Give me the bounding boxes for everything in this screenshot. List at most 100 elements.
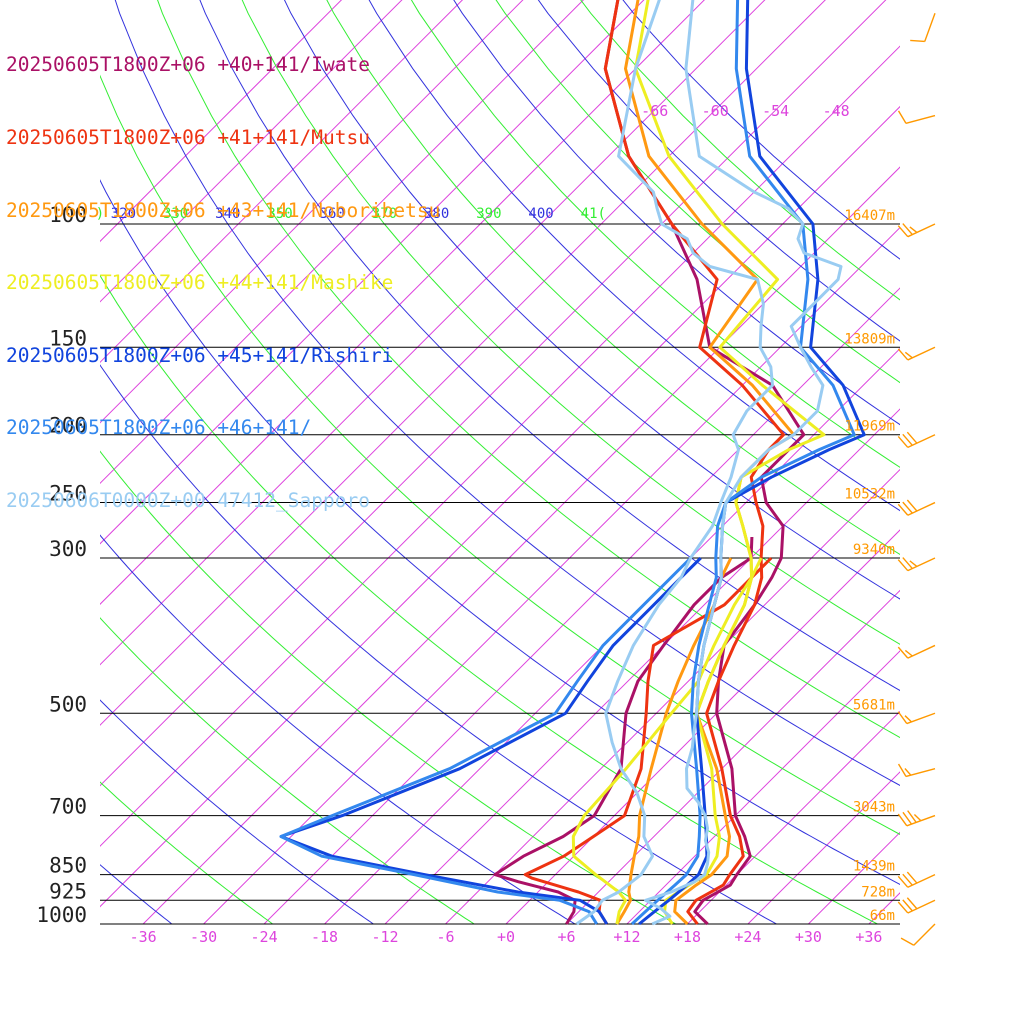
sounding-line: [523, 556, 773, 925]
pressure-tick-label: 925: [49, 879, 87, 903]
temperature-tick-label: +24: [734, 928, 761, 946]
isotherm-line: [100, 0, 403, 303]
temperature-tick-label: -24: [251, 928, 278, 946]
wind-barb-feather: [897, 348, 909, 361]
temperature-tick-label: -60: [702, 102, 729, 120]
isotherm-line: [445, 468, 900, 924]
wind-barb-feather: [897, 763, 907, 777]
legend-entry: 20250605T1800Z+06 +45+141/Rishiri: [6, 343, 394, 367]
wind-barb: [897, 431, 936, 449]
wind-barb-shaft: [907, 557, 936, 572]
wind-barb-feather: [904, 768, 912, 776]
height-label: 9340m: [853, 542, 895, 558]
temperature-tick-label: -6: [436, 928, 454, 946]
wind-barb-shaft: [907, 873, 936, 888]
wind-barb-feather: [902, 501, 913, 514]
pressure-tick-label: 100: [49, 203, 87, 227]
theta-curve: [368, 0, 900, 512]
legend: 20250605T1800Z+06 +40+141/Iwate 20250605…: [6, 5, 440, 537]
temperature-tick-label: -18: [311, 928, 338, 946]
theta-label: 360: [320, 206, 345, 222]
wind-barb-feather: [904, 649, 913, 657]
theta-label: 400: [528, 206, 553, 222]
wind-barb-feather: [906, 499, 918, 512]
wind-barb-feather: [910, 39, 925, 43]
pressure-tick-label: 850: [49, 854, 87, 878]
wind-barb-feather: [902, 557, 913, 570]
theta-label: 340: [215, 206, 240, 222]
wind-barb-feather: [897, 225, 909, 238]
theta-curve: [453, 0, 900, 426]
temperature-tick-label: -36: [130, 928, 157, 946]
legend-entry: 20250605T1800Z+06 +40+141/Iwate: [6, 53, 370, 77]
wind-barb-feather: [906, 871, 918, 884]
sounding-line: [571, 557, 763, 925]
wind-barb-feather: [906, 897, 918, 910]
wind-barb-feather: [902, 433, 913, 446]
height-label: 13809m: [844, 331, 895, 347]
isotherm-line: [929, 0, 1024, 924]
sounding-line: [603, 0, 786, 925]
wind-barb-feather: [900, 937, 915, 946]
isotherm-line: [505, 529, 900, 924]
height-label: 5681m: [853, 697, 895, 713]
height-label: 11969m: [844, 419, 895, 435]
theta-curve: [495, 0, 900, 384]
temperature-tick-label: +12: [613, 928, 640, 946]
wind-barb-shaft: [924, 13, 936, 42]
sounding-line: [279, 556, 702, 925]
wind-barb: [897, 110, 936, 125]
temperature-tick-label: +30: [795, 928, 822, 946]
wind-barbs: [897, 13, 936, 946]
pressure-tick-label: 150: [49, 326, 87, 350]
wind-barb-feather: [913, 814, 922, 822]
wind-barb-feather: [902, 873, 913, 886]
sounding-line: [630, 0, 856, 926]
wind-barb-shaft: [907, 346, 936, 361]
wind-barb: [897, 557, 936, 572]
wind-barb: [897, 644, 936, 659]
pressure-tick-label: 250: [49, 482, 87, 506]
temperature-tick-label: -12: [371, 928, 398, 946]
wind-barb-feather: [906, 431, 918, 444]
isotherm-line: [687, 710, 900, 924]
pressure-tick-label: 1000: [36, 903, 87, 927]
isotherm-line: [100, 0, 343, 243]
temperature-tick-label: +0: [497, 928, 515, 946]
wind-barb-feather: [902, 811, 913, 825]
wind-barb-feather: [897, 646, 909, 659]
wind-barb-feather: [897, 711, 908, 724]
wind-barb: [897, 711, 936, 725]
wind-barb: [897, 871, 936, 888]
sounding-line: [575, 0, 774, 926]
temperature-tick-label: -48: [823, 102, 850, 120]
wind-barb: [897, 223, 936, 238]
wind-barb: [900, 923, 936, 946]
wind-barb: [897, 897, 936, 914]
sounding-line: [638, 0, 866, 926]
theta-label: 370: [372, 206, 397, 222]
pressure-tick-label: 700: [49, 795, 87, 819]
theta-label: 320: [111, 206, 136, 222]
legend-entry: 20250605T1800Z+06 +46+141/: [6, 416, 312, 440]
wind-barb-shaft: [905, 114, 936, 125]
wind-barb-shaft: [905, 768, 936, 778]
wind-barb: [897, 499, 936, 516]
isotherm-line: [100, 0, 524, 424]
wind-barb-shaft: [907, 644, 936, 659]
theta-curve: [100, 450, 677, 924]
wind-barb-feather: [902, 223, 913, 236]
wind-barb-feather: [909, 560, 918, 567]
sounding-line: [603, 0, 806, 926]
wind-barb: [897, 346, 936, 361]
sounding-series: [279, 0, 866, 926]
isotherm-line: [808, 831, 900, 924]
wind-barb-feather: [907, 810, 917, 823]
theta-curve: [100, 781, 273, 924]
wind-barb-shaft: [913, 923, 936, 946]
legend-entry: 20250606T0000Z+00 47412_Sapporo: [6, 488, 370, 512]
temperature-tick-label: -54: [762, 102, 789, 120]
pressure-tick-label: 300: [49, 537, 87, 561]
